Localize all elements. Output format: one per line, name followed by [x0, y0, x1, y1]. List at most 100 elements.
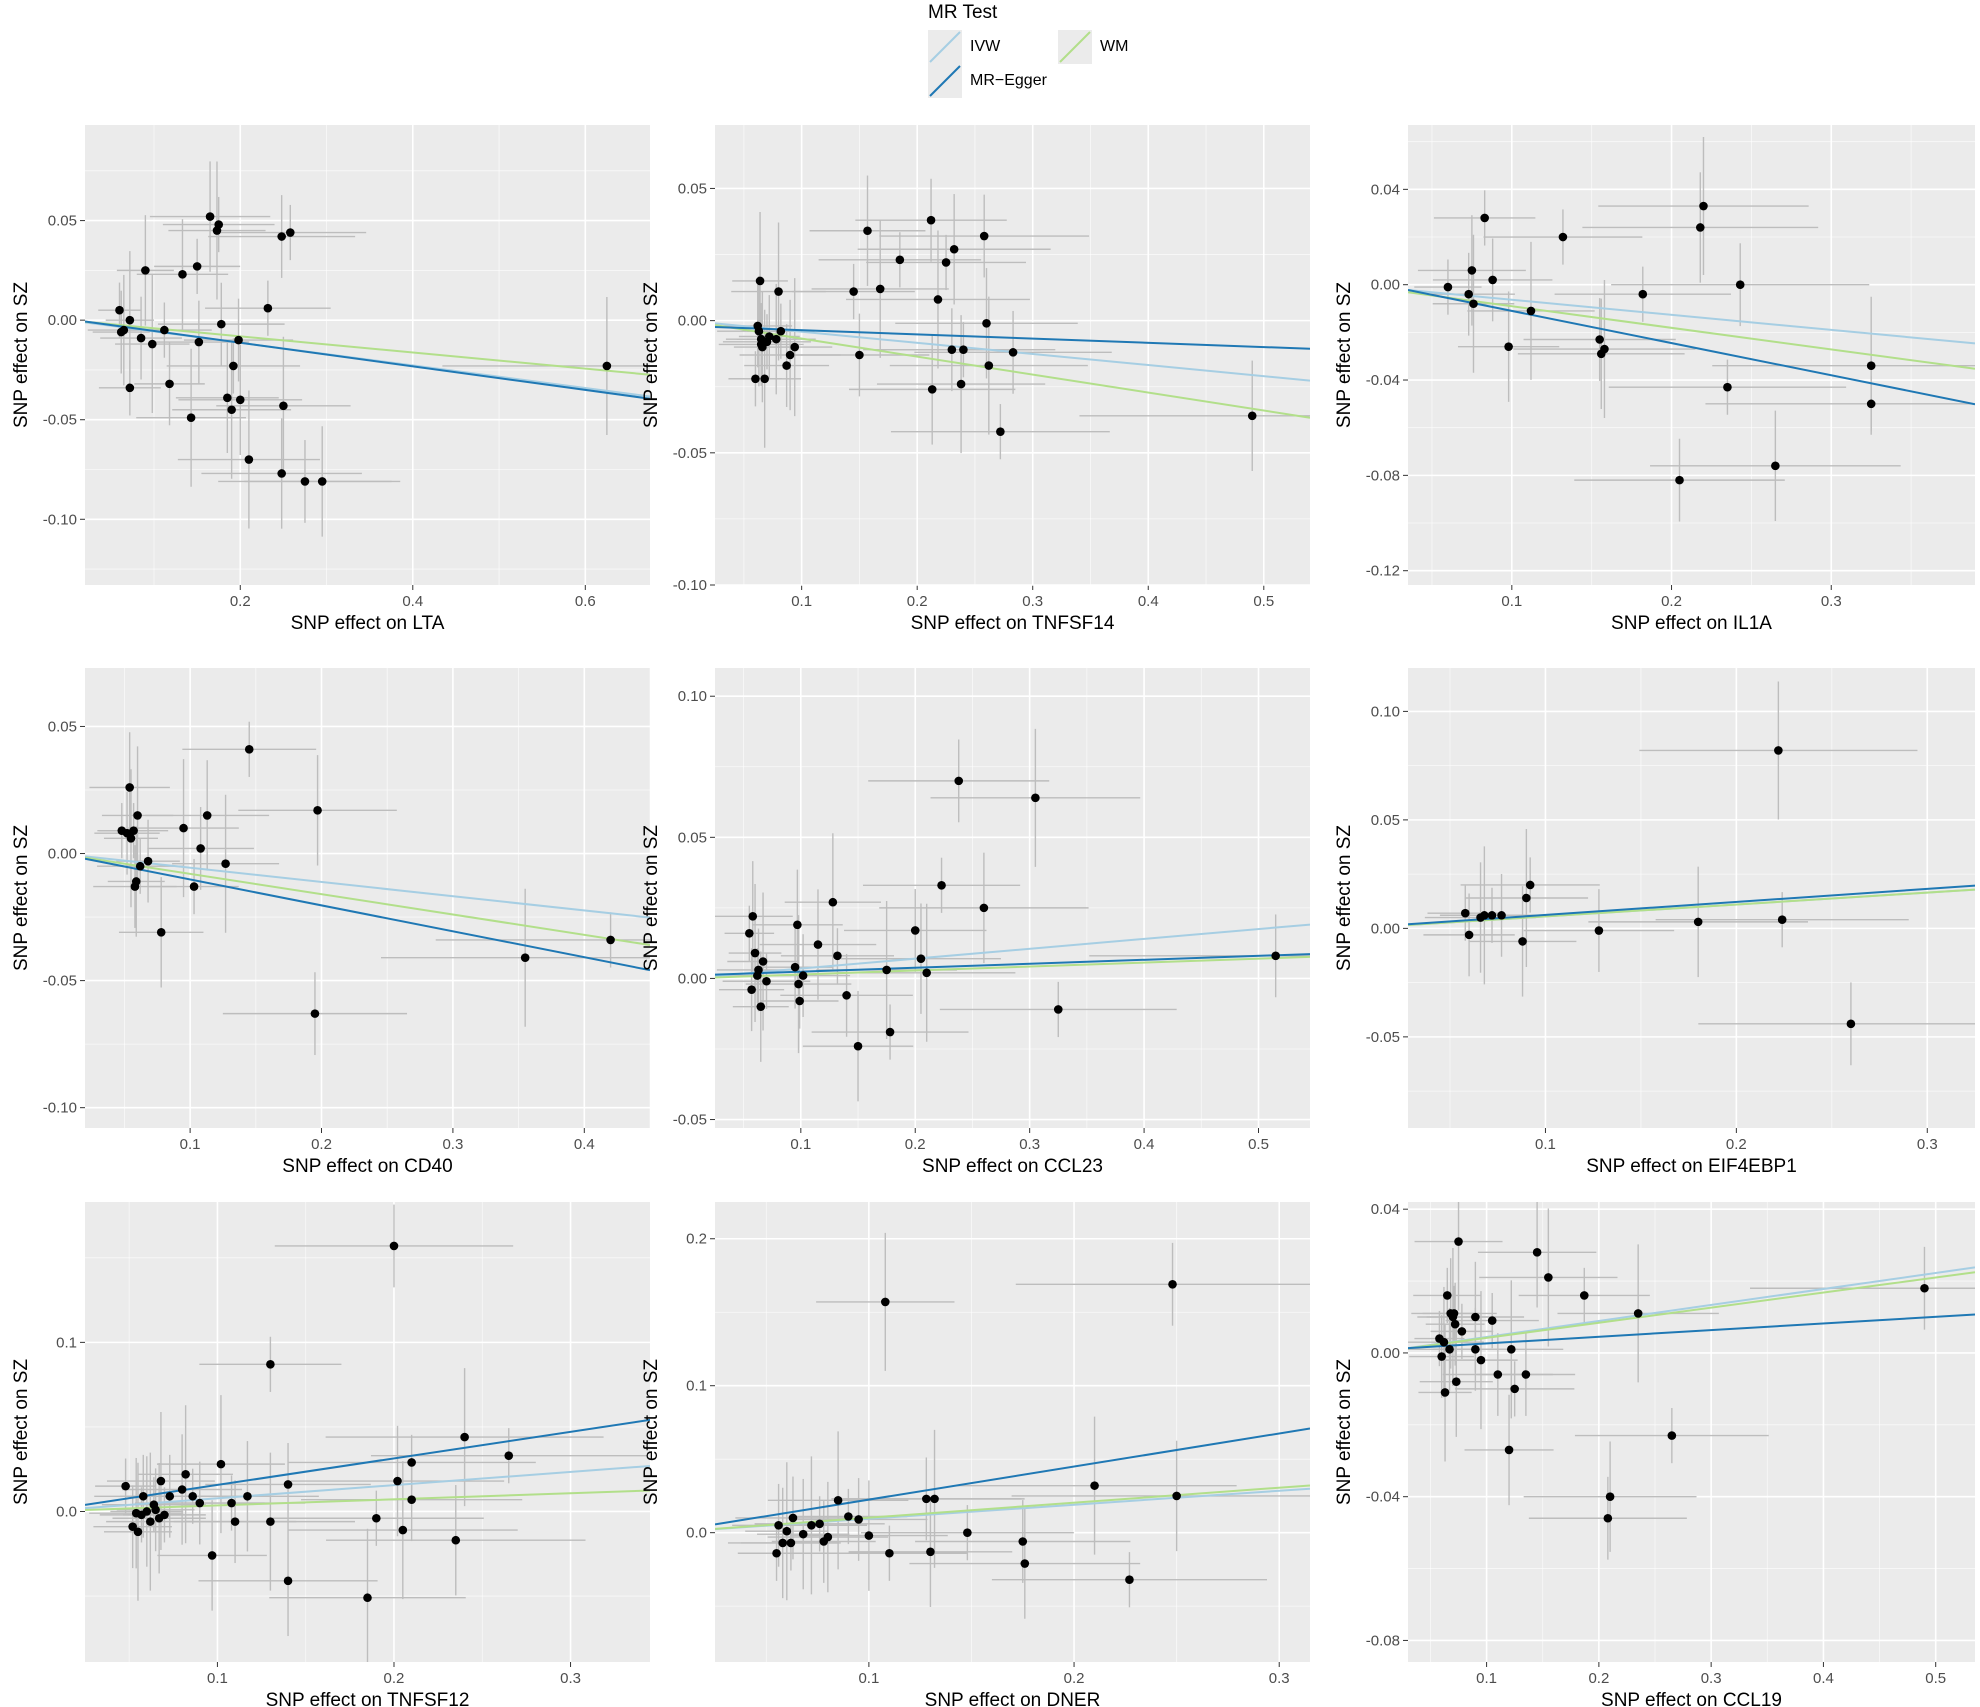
y-axis-title: SNP effect on SZ: [641, 825, 662, 971]
y-axis-title: SNP effect on SZ: [11, 825, 32, 971]
x-axis-title: SNP effect on TNFSF14: [911, 613, 1115, 634]
y-tick-label: -0.12: [1366, 563, 1400, 580]
data-point: [1723, 382, 1732, 392]
data-point: [1846, 1019, 1856, 1029]
y-tick-label: 0.00: [48, 846, 77, 863]
data-point: [1675, 475, 1684, 485]
data-point: [1450, 1319, 1460, 1329]
data-point: [1667, 1431, 1677, 1440]
data-point: [864, 1531, 874, 1540]
y-tick-label: 0.1: [686, 1378, 707, 1395]
regression-line-wm: [715, 955, 1310, 979]
data-point: [263, 303, 273, 313]
data-point: [774, 287, 783, 296]
data-point: [195, 1498, 205, 1508]
y-tick-label: 0.00: [678, 970, 707, 987]
x-tick-label: 0.6: [575, 593, 596, 610]
y-tick-label: -0.05: [673, 1112, 707, 1129]
regression-line-egger: [1408, 1313, 1975, 1350]
regression-line-egger: [715, 1427, 1310, 1526]
data-point: [126, 833, 136, 843]
data-point: [202, 811, 212, 820]
data-point: [937, 881, 946, 890]
y-tick-label: -0.04: [1366, 372, 1400, 389]
data-point: [807, 1521, 816, 1530]
data-point: [1442, 1291, 1452, 1300]
data-point: [979, 231, 989, 241]
data-point: [1497, 911, 1506, 920]
data-point: [1735, 280, 1745, 289]
data-point: [947, 345, 957, 355]
data-point: [1595, 335, 1604, 344]
data-point: [996, 427, 1005, 436]
plot-area: [85, 1204, 650, 1662]
data-point: [179, 823, 188, 833]
y-tick-label: 0.05: [678, 180, 707, 197]
data-point: [389, 1241, 399, 1251]
regression-line-wm: [85, 856, 650, 947]
data-point: [151, 1505, 160, 1515]
regression-line-wm: [715, 1484, 1310, 1530]
data-point: [283, 1480, 293, 1489]
y-axis-title: SNP effect on SZ: [641, 282, 662, 428]
data-point: [815, 1519, 824, 1529]
data-point: [189, 882, 199, 891]
data-point: [135, 861, 145, 871]
data-point: [407, 1458, 416, 1467]
data-point: [926, 1547, 935, 1557]
data-point: [1172, 1491, 1181, 1501]
data-point: [963, 1528, 972, 1537]
data-point: [143, 856, 153, 866]
x-tick-label: 0.1: [790, 1136, 811, 1153]
data-point: [790, 962, 800, 972]
data-point: [1522, 893, 1531, 903]
data-point: [181, 1469, 190, 1479]
data-point: [221, 859, 230, 868]
x-axis-title: SNP effect on CCL23: [922, 1156, 1103, 1177]
data-point: [1457, 1327, 1467, 1336]
data-point: [828, 897, 838, 907]
data-point: [131, 877, 141, 886]
data-point: [1504, 342, 1513, 351]
regression-line-egger: [715, 953, 1310, 976]
x-tick-label: 0.1: [1476, 1670, 1497, 1687]
regression-line-wm: [85, 1489, 650, 1511]
data-point: [398, 1525, 408, 1535]
plot-area: [85, 161, 650, 537]
y-tick-label: 0.00: [1371, 1345, 1400, 1362]
data-point: [1168, 1280, 1177, 1289]
data-point: [895, 255, 905, 265]
legend-key-egger: [928, 64, 962, 98]
data-point: [794, 979, 803, 989]
data-point: [165, 1491, 175, 1501]
data-point: [833, 1496, 843, 1505]
data-point: [227, 405, 236, 415]
y-tick-label: -0.08: [1366, 467, 1400, 484]
data-point: [941, 258, 951, 267]
y-axis-title: SNP effect on SZ: [1334, 282, 1355, 428]
data-point: [1125, 1575, 1134, 1584]
data-point: [813, 940, 823, 949]
data-point: [1247, 411, 1257, 421]
data-point: [1469, 299, 1478, 309]
data-point: [188, 1491, 198, 1501]
x-axis-title: SNP effect on CCL19: [1601, 1690, 1782, 1707]
data-point: [1695, 223, 1705, 232]
data-point: [1605, 1492, 1615, 1501]
data-point: [922, 968, 931, 978]
x-axis-title: SNP effect on TNFSF12: [266, 1690, 470, 1707]
regression-line-wm: [715, 324, 1310, 419]
panel-background: [715, 668, 1310, 1128]
data-point: [882, 965, 891, 975]
data-point: [1777, 915, 1787, 924]
x-tick-label: 0.4: [1134, 1136, 1155, 1153]
data-point: [141, 266, 150, 275]
y-tick-label: 0.10: [1371, 703, 1400, 720]
data-point: [1558, 232, 1568, 242]
data-point: [774, 1521, 783, 1530]
data-point: [751, 374, 760, 384]
data-point: [844, 1512, 853, 1521]
x-axis-title: SNP effect on DNER: [925, 1690, 1101, 1707]
y-tick-label: 0.05: [1371, 812, 1400, 829]
data-point: [243, 1491, 252, 1501]
